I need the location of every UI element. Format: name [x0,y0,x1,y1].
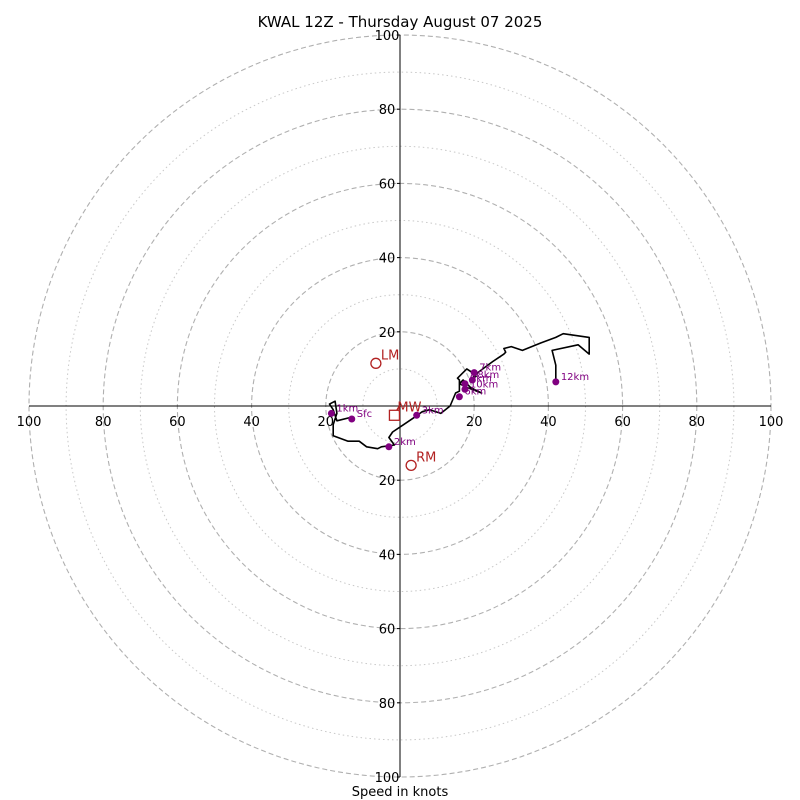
height-label-1km: 1km [336,403,358,414]
x-tick-label: 40 [540,415,557,430]
y-tick-label: 80 [379,103,396,118]
mean-wind-marker [388,409,401,421]
x-tick-label: 80 [689,415,706,430]
y-tick-label: 60 [379,623,396,638]
y-tick-label: 100 [375,771,400,786]
height-point-12km [552,378,560,386]
height-point-1km [327,409,335,417]
x-tick-label: 60 [614,415,631,430]
height-label-6km: 6km [464,387,486,398]
height-point-7km [470,369,478,377]
x-tick-label: 80 [95,415,112,430]
height-label-2km: 2km [394,437,416,448]
x-tick-label: 20 [318,415,335,430]
chart-title: KWAL 12Z - Thursday August 07 2025 [258,13,543,31]
y-tick-label: 80 [379,697,396,712]
height-label-3km: 3km [422,405,444,416]
height-label-sfc: Sfc [357,409,372,420]
x-tick-label: 60 [169,415,186,430]
left-mover-marker [370,357,382,369]
height-point-8km [468,376,476,384]
y-tick-label: 20 [379,474,396,489]
y-tick-label: 20 [379,326,396,341]
height-point-2km [385,443,393,451]
height-point-3km [413,411,421,419]
x-tick-label: 20 [466,415,483,430]
height-label-9km: 9km [470,374,492,385]
height-label-8km: 8km [477,370,499,381]
mean-wind-label: MW [397,400,421,415]
storm-motion-markers: LM RM MW [370,348,436,472]
y-tick-label: 40 [379,548,396,563]
x-tick-label: 100 [17,415,42,430]
y-tick-label: 60 [379,177,396,192]
mean-wind-arrow [396,404,401,411]
tick-labels: 20 20 20 20 40 40 40 40 60 60 60 60 80 80 80 80 100 100 10… [17,29,784,786]
x-axis-label: Speed in knots [352,785,449,800]
right-mover-label: RM [416,450,436,465]
y-tick-label: 100 [375,29,400,44]
height-point-10km [461,385,469,393]
height-label-10km: 10km [470,379,498,390]
y-tick-label: 40 [379,252,396,267]
height-label-12km: 12km [561,372,589,383]
hodograph-line [328,332,591,450]
x-tick-label: 100 [759,415,784,430]
wind-trace [328,332,591,450]
height-point-sfc [348,415,356,423]
x-tick-label: 40 [243,415,260,430]
height-point-9km [461,380,469,388]
right-mover-marker [405,459,417,472]
left-mover-label: LM [381,348,399,363]
height-label-7km: 7km [479,363,501,374]
height-point-6km [455,393,463,401]
